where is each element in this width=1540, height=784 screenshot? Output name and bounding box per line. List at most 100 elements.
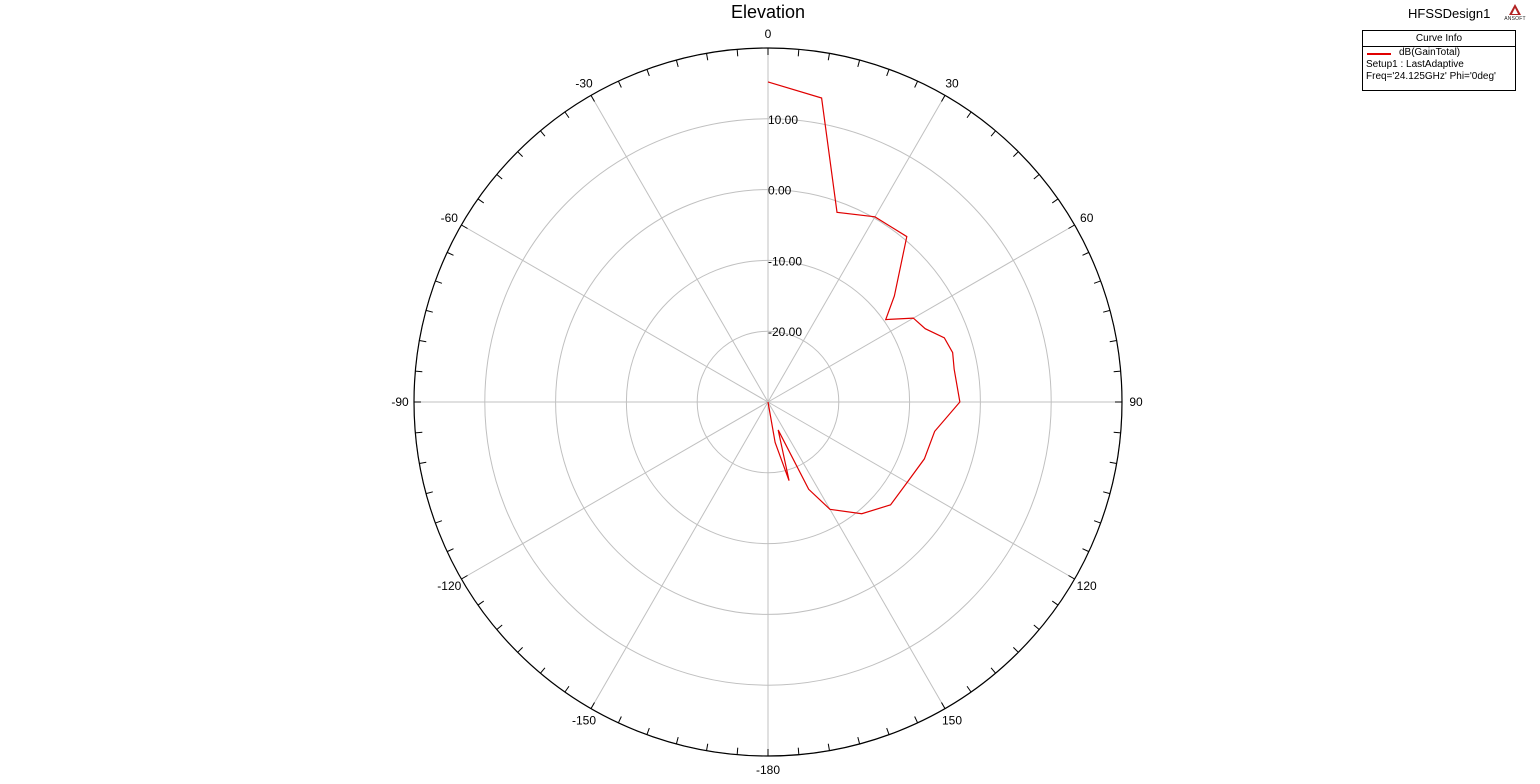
angle-tick	[706, 53, 709, 61]
angle-tick	[736, 49, 739, 57]
angle-tick	[419, 340, 427, 343]
data-point	[934, 431, 936, 433]
legend-header: Curve Info	[1363, 31, 1515, 47]
angle-tick	[1109, 461, 1117, 464]
series-line-gaintotal	[767, 81, 961, 515]
angle-tick	[1103, 309, 1111, 313]
angle-tick	[990, 130, 996, 137]
angle-tick	[1093, 520, 1101, 524]
data-point	[906, 236, 908, 238]
angle-tick	[886, 727, 890, 735]
angle-tick	[425, 309, 433, 313]
ansoft-logo-icon	[1509, 4, 1521, 15]
legend-setup-info: Setup1 : LastAdaptive	[1366, 59, 1464, 70]
data-point	[788, 480, 790, 482]
angle-tick	[857, 737, 861, 745]
data-point	[913, 317, 915, 319]
grid-spoke	[767, 401, 946, 709]
angle-tick	[461, 224, 468, 229]
angle-tick	[617, 80, 622, 88]
angle-tick	[914, 716, 919, 724]
angle-label: -180	[756, 763, 780, 777]
angle-tick	[496, 624, 503, 630]
data-point	[767, 81, 769, 83]
data-point	[906, 482, 908, 484]
grid-spoke	[590, 95, 769, 403]
grid-spoke	[767, 401, 1075, 580]
radial-tick-label: 10.00	[768, 113, 798, 127]
data-point	[767, 401, 769, 403]
ansoft-logo-text: ANSOFT	[1504, 16, 1526, 22]
angle-tick	[435, 520, 443, 524]
angle-tick	[941, 95, 946, 102]
angle-label: 90	[1129, 395, 1143, 409]
data-point	[874, 216, 876, 218]
angle-tick	[1051, 600, 1059, 606]
angle-tick	[886, 69, 890, 77]
angle-label: -60	[441, 211, 459, 225]
data-point	[861, 513, 863, 515]
design-name: HFSSDesign1	[1408, 6, 1491, 21]
angle-tick	[966, 685, 972, 693]
angle-tick	[446, 251, 454, 256]
grid-spoke	[767, 224, 1075, 403]
angle-tick	[415, 431, 423, 434]
angle-tick	[1113, 370, 1121, 373]
angle-tick	[1113, 431, 1121, 434]
legend-series-name: dB(GainTotal)	[1399, 47, 1461, 58]
radial-tick-label: -20.00	[768, 325, 802, 339]
angle-tick	[435, 280, 443, 284]
angle-tick	[415, 370, 423, 373]
angle-tick	[966, 111, 972, 119]
angle-tick	[706, 743, 709, 751]
angle-tick	[419, 461, 427, 464]
angle-tick	[1103, 491, 1111, 495]
angle-tick	[1068, 224, 1075, 229]
angle-tick	[1093, 280, 1101, 284]
angle-tick	[425, 491, 433, 495]
chart-title: Elevation	[730, 2, 806, 22]
angle-label: -30	[575, 76, 593, 90]
angle-tick	[617, 716, 622, 724]
angle-tick	[797, 747, 800, 755]
data-point	[959, 401, 961, 403]
angle-tick	[1013, 151, 1019, 157]
angle-label: 150	[942, 714, 962, 728]
angle-tick	[646, 69, 650, 77]
angle-tick	[1068, 575, 1075, 580]
radial-tick-label: -10.00	[768, 254, 802, 268]
angle-tick	[675, 59, 679, 67]
grid-spoke	[767, 95, 946, 403]
angle-tick	[461, 575, 468, 580]
angle-tick	[564, 111, 570, 119]
data-point	[953, 368, 955, 370]
data-point	[924, 458, 926, 460]
angle-label: 0	[765, 27, 772, 41]
angle-tick	[736, 747, 739, 755]
grid-spoke	[590, 401, 769, 709]
data-point	[894, 295, 896, 297]
angle-tick	[827, 743, 830, 751]
data-point	[944, 337, 946, 339]
legend-series-swatch	[1367, 53, 1391, 55]
angle-tick	[590, 702, 595, 709]
data-point	[821, 97, 823, 99]
angle-tick	[857, 59, 861, 67]
angle-tick	[1082, 251, 1090, 256]
angle-tick	[540, 667, 546, 674]
curve-info-legend: Curve Info dB(GainTotal) Setup1 : LastAd…	[1362, 30, 1516, 91]
angle-label: 60	[1080, 211, 1094, 225]
angle-tick	[675, 737, 679, 745]
data-point	[952, 352, 954, 354]
angle-tick	[496, 174, 503, 180]
legend-series-row: dB(GainTotal)	[1363, 47, 1515, 59]
angle-tick	[590, 95, 595, 102]
data-point	[836, 212, 838, 214]
angle-tick	[564, 685, 570, 693]
data-point	[829, 509, 831, 511]
data-point	[774, 442, 776, 444]
grid-spoke	[461, 401, 769, 580]
angle-tick	[1033, 624, 1040, 630]
angle-tick	[797, 49, 800, 57]
angle-tick	[477, 600, 485, 606]
